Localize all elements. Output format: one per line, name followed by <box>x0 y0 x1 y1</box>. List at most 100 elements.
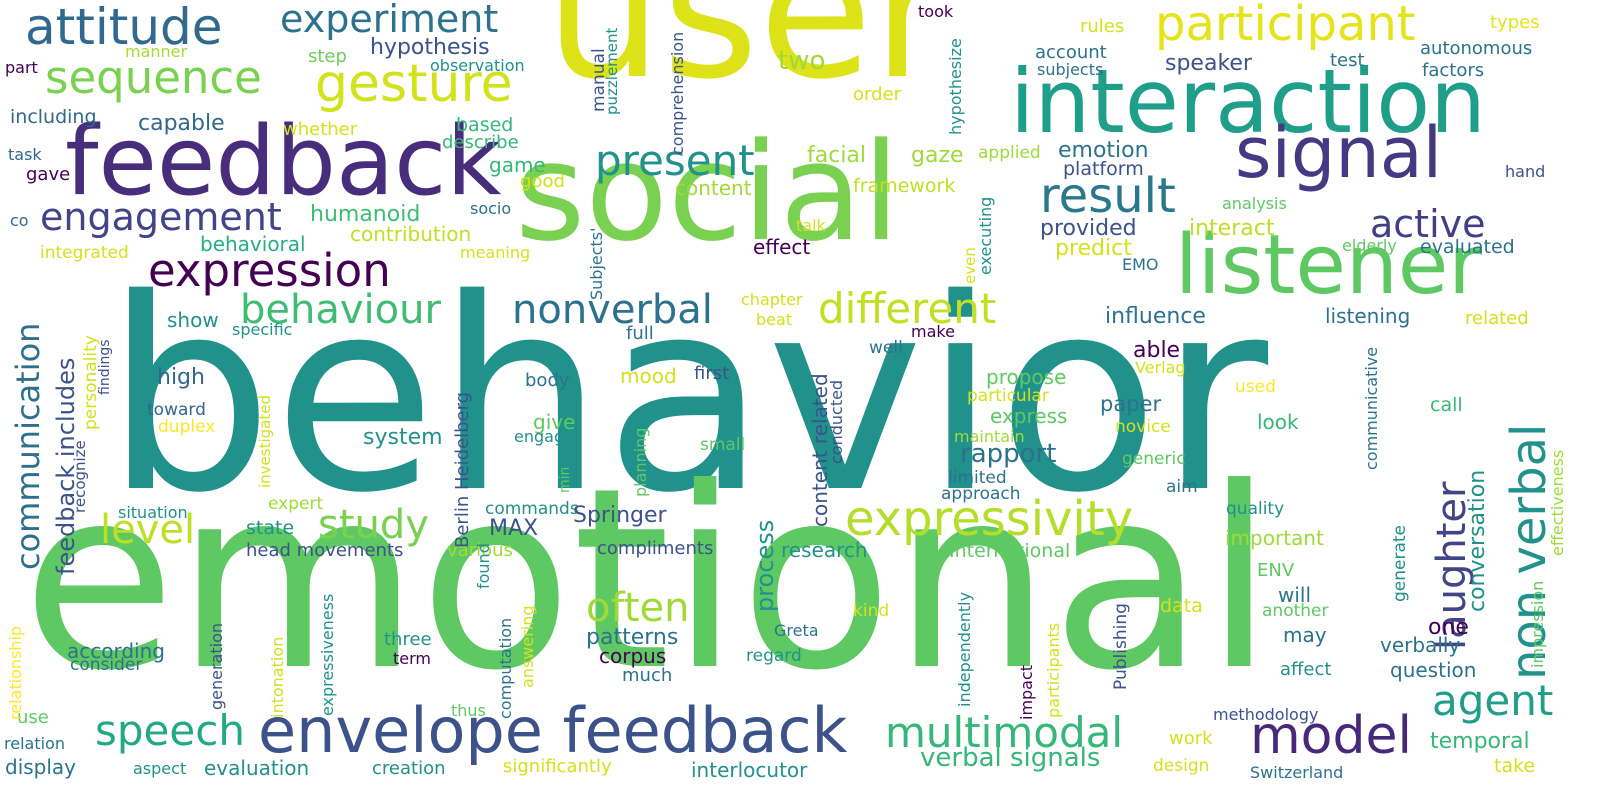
word-give: give <box>533 410 576 434</box>
word-thus: thus <box>451 701 486 720</box>
word-meaning: meaning <box>460 243 531 262</box>
word-verbally: verbally <box>1380 633 1461 657</box>
word-talk: talk <box>796 216 826 235</box>
word-framework: framework <box>853 175 956 197</box>
word-speaker: speaker <box>1165 51 1252 76</box>
word-describe: describe <box>442 132 519 153</box>
word-one: one <box>1428 615 1469 640</box>
word-listener: listener <box>1175 218 1483 313</box>
word-test: test <box>1330 50 1365 71</box>
word-behavioral: behavioral <box>200 232 306 256</box>
word-contribution: contribution <box>350 222 472 246</box>
word-use: use <box>17 707 49 728</box>
word-body: body <box>525 370 570 391</box>
word-often: often <box>586 585 690 631</box>
word-various: various <box>447 540 513 561</box>
word-full: full <box>626 323 654 344</box>
word-behavior: behavior <box>105 243 1269 551</box>
word-envelope-feedback: envelope feedback <box>258 694 848 767</box>
word-intonation: intonation <box>268 636 287 718</box>
word-even: even <box>961 247 979 284</box>
word-engage: engage <box>514 427 574 446</box>
word-three: three <box>384 629 432 650</box>
word-manner: manner <box>125 42 188 61</box>
word-account: account <box>1035 42 1107 63</box>
word-regard: regard <box>746 646 802 666</box>
word-temporal: temporal <box>1430 729 1530 754</box>
word-duplex: duplex <box>158 417 216 437</box>
word-first: first <box>694 363 730 384</box>
word-communication: communication <box>9 322 47 570</box>
word-recognize: recognize <box>71 440 89 513</box>
word-used: used <box>1235 377 1276 397</box>
word-signal: signal <box>1235 112 1443 194</box>
word-expressiveness: expressiveness <box>318 593 337 716</box>
word-limited: limited <box>948 468 1007 488</box>
word-participants: participants <box>1044 622 1063 718</box>
word-conducted: conducted <box>827 379 846 464</box>
word-user: user <box>545 0 949 120</box>
word-toward: toward <box>147 400 206 420</box>
word-puzzlement: puzzlement <box>603 27 621 115</box>
word-methodology: methodology <box>1213 705 1319 724</box>
word-evaluation: evaluation <box>204 756 310 780</box>
word-emotional: emotional <box>22 434 1274 725</box>
word-greta: Greta <box>774 621 819 640</box>
word-effect: effect <box>753 235 811 259</box>
word-another: another <box>1262 601 1329 621</box>
word-state: state <box>246 517 295 539</box>
word-well: well <box>869 338 903 358</box>
word-present: present <box>595 136 755 185</box>
word-take: take <box>1494 755 1536 777</box>
word-content: content <box>675 176 752 200</box>
word-investigated: investigated <box>256 395 274 488</box>
word-game: game <box>489 153 546 177</box>
word-quality: quality <box>1226 499 1285 519</box>
word-humanoid: humanoid <box>310 202 421 227</box>
word-process: process <box>751 519 779 612</box>
word-patterns: patterns <box>586 625 679 650</box>
word-chapter: chapter <box>741 290 803 309</box>
word-hypothesize: hypothesize <box>946 38 965 135</box>
word-subjects: subjects <box>1037 60 1104 79</box>
word-planning: planning <box>631 427 650 497</box>
word-sequence: sequence <box>45 51 262 104</box>
word-propose: propose <box>986 365 1067 389</box>
word-rules: rules <box>1080 16 1125 37</box>
word-listening: listening <box>1325 304 1411 328</box>
word-gesture: gesture <box>315 54 513 114</box>
word-study: study <box>318 502 429 548</box>
word-evaluated: evaluated <box>1420 236 1515 258</box>
word-creation: creation <box>372 758 446 779</box>
word-speech: speech <box>95 706 245 755</box>
word-specific: specific <box>232 320 293 339</box>
word-two: two <box>778 46 826 76</box>
word-novice: novice <box>1115 417 1171 437</box>
word-important: important <box>1225 526 1324 550</box>
word-different: different <box>818 284 997 333</box>
word-emotion: emotion <box>1058 138 1149 163</box>
word-env: ENV <box>1257 560 1295 581</box>
word-gaze: gaze <box>911 143 964 168</box>
word-able: able <box>1133 338 1181 363</box>
word-publishing: Publishing <box>1111 603 1131 690</box>
word-according: according <box>67 639 165 663</box>
word-compliments: compliments <box>597 538 714 559</box>
word-rapport: rapport <box>960 439 1057 469</box>
word-call: call <box>1430 394 1463 416</box>
word-autonomous: autonomous <box>1420 38 1533 59</box>
word-kind: kind <box>853 601 890 621</box>
word-head-movements: head movements <box>246 540 404 561</box>
word-work: work <box>1169 728 1213 749</box>
word-hand: hand <box>1505 162 1546 181</box>
word-maintain: maintain <box>954 427 1025 446</box>
word-generic: generic <box>1122 449 1186 469</box>
word-found: found <box>474 543 493 589</box>
word-hypothesis: hypothesis <box>370 35 490 60</box>
word-computation: computation <box>496 617 515 719</box>
word-effectiveness: effectiveness <box>1548 449 1567 556</box>
word-relationship: relationship <box>6 625 25 720</box>
word-impact: impact <box>1017 664 1036 720</box>
word-applied: applied <box>978 143 1041 163</box>
